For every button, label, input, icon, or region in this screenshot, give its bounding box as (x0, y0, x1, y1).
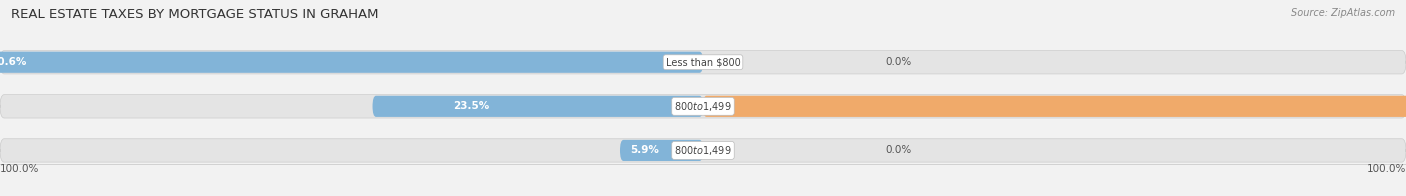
Text: Source: ZipAtlas.com: Source: ZipAtlas.com (1291, 8, 1395, 18)
Text: 100.0%: 100.0% (1367, 164, 1406, 174)
Text: $800 to $1,499: $800 to $1,499 (675, 100, 731, 113)
FancyBboxPatch shape (620, 140, 703, 161)
FancyBboxPatch shape (373, 96, 703, 117)
FancyBboxPatch shape (0, 51, 1406, 74)
Text: 100.0%: 100.0% (0, 164, 39, 174)
FancyBboxPatch shape (0, 95, 1406, 118)
FancyBboxPatch shape (0, 52, 703, 73)
Text: $800 to $1,499: $800 to $1,499 (675, 144, 731, 157)
Text: 0.0%: 0.0% (886, 57, 912, 67)
Text: 70.6%: 70.6% (0, 57, 27, 67)
Text: Less than $800: Less than $800 (665, 57, 741, 67)
FancyBboxPatch shape (703, 96, 1406, 117)
Text: 5.9%: 5.9% (630, 145, 659, 155)
Text: 0.0%: 0.0% (886, 145, 912, 155)
Text: REAL ESTATE TAXES BY MORTGAGE STATUS IN GRAHAM: REAL ESTATE TAXES BY MORTGAGE STATUS IN … (11, 8, 378, 21)
FancyBboxPatch shape (0, 139, 1406, 162)
Text: 23.5%: 23.5% (454, 101, 489, 111)
